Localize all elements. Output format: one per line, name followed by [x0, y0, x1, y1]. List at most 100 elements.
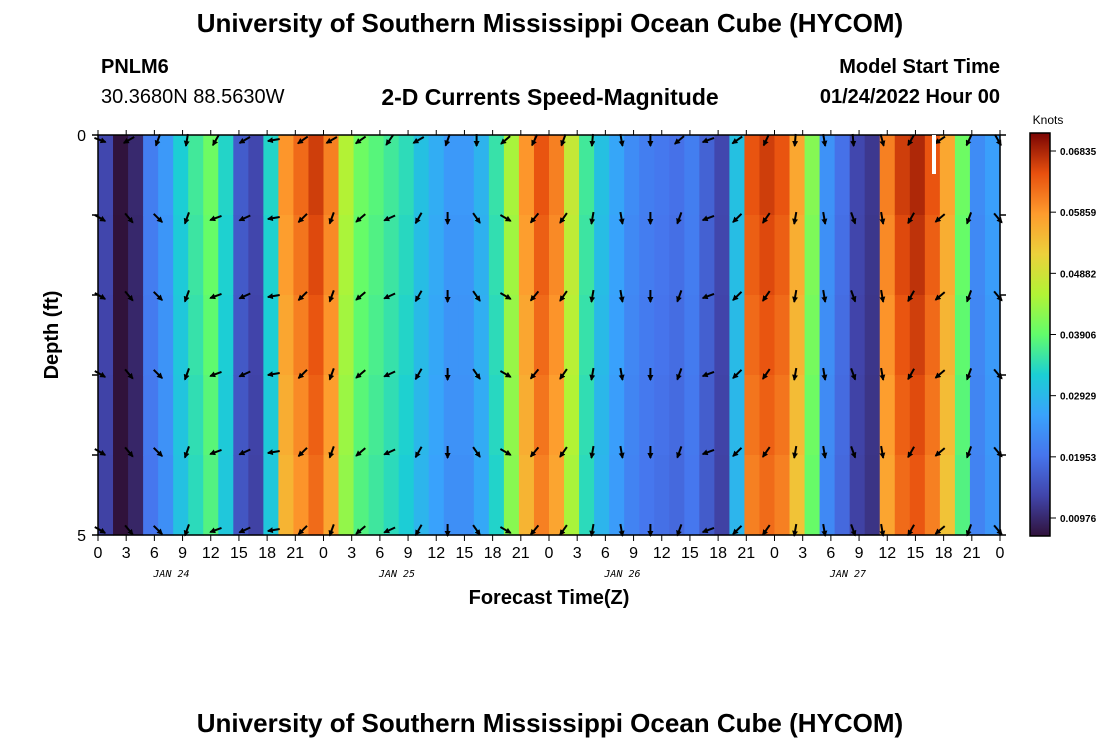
current-vector-arrow	[531, 134, 539, 147]
colorbar-tick-label: 0.06835	[1060, 147, 1097, 158]
heatmap-cell	[939, 135, 956, 216]
current-vector-arrow	[209, 292, 222, 300]
heatmap-cell	[564, 215, 580, 296]
x-tick-label: 3	[798, 545, 807, 562]
heatmap-cell	[924, 295, 941, 376]
heatmap-cell	[353, 215, 370, 296]
heatmap-cell	[579, 455, 595, 536]
current-vector-arrow	[183, 133, 190, 147]
current-vector-arrow	[792, 445, 799, 459]
heatmap-cell	[954, 135, 971, 216]
current-vector-arrow	[94, 136, 107, 144]
heatmap-cell	[549, 375, 565, 456]
heatmap-cell	[924, 135, 941, 216]
heatmap-cell	[714, 295, 730, 376]
current-vector-arrow	[965, 524, 973, 537]
heatmap-cell	[684, 455, 700, 536]
current-vector-arrow	[879, 367, 886, 381]
heatmap-cell	[819, 295, 836, 376]
x-tick-label: 6	[375, 545, 384, 562]
colorbar-tick-label: 0.00976	[1060, 514, 1097, 525]
heatmap-cell	[699, 295, 715, 376]
heatmap-cell	[984, 375, 1001, 456]
current-vector-arrow	[762, 134, 770, 147]
current-vector-arrow	[701, 448, 715, 456]
heatmap-cell	[744, 375, 761, 456]
heatmap-cell	[729, 295, 746, 376]
heatmap-cell	[729, 455, 746, 536]
heatmap-cell	[173, 375, 189, 456]
station-id: PNLM6	[101, 56, 169, 78]
heatmap-cell	[473, 455, 490, 536]
y-tick-label: 0	[77, 128, 86, 145]
heatmap-cell	[684, 215, 700, 296]
heatmap-cell	[834, 375, 851, 456]
x-tick-label: 12	[202, 545, 220, 562]
station-coords: 30.3680N 88.5630W	[101, 86, 285, 108]
heatmap-cell	[533, 215, 550, 296]
current-vector-arrow	[618, 367, 625, 381]
heatmap-cell	[143, 295, 159, 376]
current-vector-arrow	[183, 446, 190, 459]
current-vector-arrow	[94, 370, 107, 378]
heatmap-cell	[864, 135, 881, 216]
current-vector-arrow	[934, 135, 946, 145]
current-vector-arrow	[850, 368, 857, 381]
heatmap-cell	[924, 375, 941, 456]
current-vector-arrow	[676, 446, 683, 459]
current-vector-arrow	[94, 448, 107, 456]
heatmap-cell	[594, 455, 610, 536]
heatmap-cell	[128, 375, 144, 456]
heatmap-cell	[368, 295, 385, 376]
current-vector-arrow	[499, 448, 512, 456]
heatmap-cell	[909, 375, 926, 456]
heatmap-cell	[894, 455, 911, 536]
current-vector-arrow	[934, 369, 946, 379]
heatmap-cell	[879, 135, 896, 216]
heatmap-cell	[338, 375, 355, 456]
heatmap-cell	[579, 375, 595, 456]
current-vector-arrow	[934, 213, 946, 223]
current-vector-arrow	[183, 290, 190, 303]
heatmap-cell	[428, 215, 445, 296]
x-tick-label: 0	[94, 545, 103, 562]
heatmap-cell	[654, 375, 670, 456]
heatmap-cell	[879, 455, 896, 536]
heatmap-cell	[218, 135, 234, 216]
x-tick-label: 18	[709, 545, 727, 562]
current-vector-arrow	[183, 524, 190, 537]
heatmap-cell	[413, 295, 430, 376]
heatmap-cell	[939, 455, 956, 536]
heatmap-cell	[864, 455, 881, 536]
heatmap-cell	[984, 135, 1001, 216]
current-vector-arrow	[266, 449, 280, 456]
current-vector-arrow	[965, 446, 973, 459]
heatmap-cell	[939, 295, 956, 376]
x-tick-label: 9	[404, 545, 413, 562]
heatmap-cell	[699, 135, 715, 216]
current-vector-arrow	[761, 368, 771, 380]
current-vector-arrow	[850, 290, 857, 303]
heatmap-cell	[488, 215, 505, 296]
current-vector-arrow	[152, 525, 163, 535]
heatmap-cell	[699, 455, 715, 536]
x-tick-label: 3	[573, 545, 582, 562]
current-vector-arrow	[499, 370, 512, 378]
current-vector-arrow	[589, 367, 596, 381]
current-vector-arrow	[965, 134, 973, 147]
current-vector-arrow	[355, 213, 366, 223]
current-vector-arrow	[676, 368, 683, 381]
heatmap-cell	[894, 135, 911, 216]
heatmap-cell	[218, 455, 234, 536]
heatmap-cell	[503, 215, 520, 296]
current-vector-arrow	[934, 291, 946, 301]
heatmap-cell	[368, 375, 385, 456]
heatmap-cell	[218, 375, 234, 456]
current-vector-arrow	[821, 211, 828, 225]
heatmap-cell	[398, 375, 415, 456]
current-vector-arrow	[328, 290, 335, 303]
current-vector-arrow	[266, 371, 280, 378]
heatmap-cell	[158, 455, 174, 536]
current-vector-arrow	[907, 212, 915, 225]
heatmap-cell	[278, 375, 295, 456]
